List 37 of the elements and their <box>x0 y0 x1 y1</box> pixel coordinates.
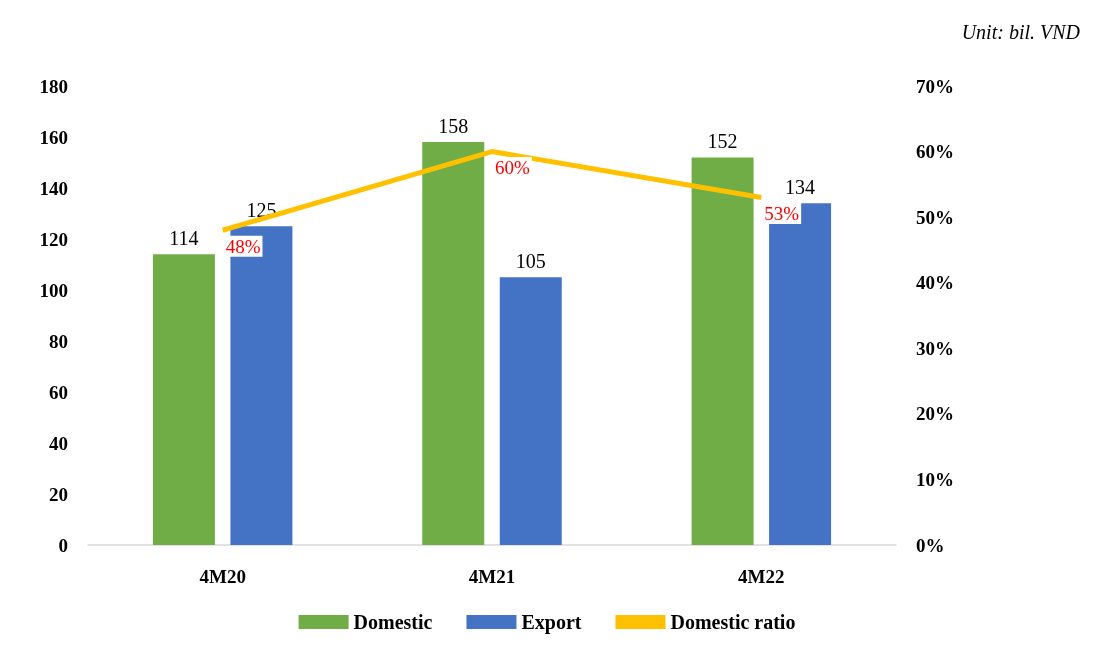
y2-tick-label: 10% <box>916 468 954 490</box>
data-label: 53% <box>764 202 800 224</box>
y-tick-label: 60 <box>49 381 68 403</box>
bar <box>499 277 562 545</box>
y-tick-label: 140 <box>39 177 68 199</box>
legend-label: Export <box>521 611 582 634</box>
y-tick-label: 20 <box>49 483 68 505</box>
bar <box>422 142 485 545</box>
legend-label: Domestic <box>353 611 433 633</box>
y2-tick-label: 30% <box>916 337 954 359</box>
y-tick-label: 0 <box>58 534 68 556</box>
y-tick-label: 100 <box>39 279 68 301</box>
data-label: 152 <box>707 130 738 153</box>
y-tick-label: 40 <box>49 432 68 454</box>
y2-tick-label: 40% <box>916 272 954 294</box>
y2-tick-label: 60% <box>916 141 954 163</box>
bar <box>691 157 754 545</box>
y-tick-label: 180 <box>39 75 68 97</box>
data-label: 48% <box>225 235 261 257</box>
x-tick-label: 4M22 <box>738 566 785 587</box>
legend-label: Domestic ratio <box>670 611 796 633</box>
y-tick-label: 80 <box>49 330 68 352</box>
y2-tick-label: 0% <box>916 534 945 556</box>
y2-tick-label: 70% <box>916 75 954 97</box>
data-label: 60% <box>495 157 530 179</box>
data-label: 134 <box>785 176 816 199</box>
data-label: 114 <box>169 227 199 250</box>
y-tick-label: 160 <box>39 126 68 148</box>
x-tick-label: 4M21 <box>468 566 516 587</box>
x-tick-label: 4M20 <box>199 566 246 587</box>
text: Unit: bil. VND <box>961 21 1081 43</box>
y2-tick-label: 20% <box>916 403 954 425</box>
y2-tick-label: 50% <box>916 206 954 228</box>
data-label: 105 <box>515 250 546 273</box>
y-tick-label: 120 <box>39 228 68 250</box>
bar <box>152 254 215 545</box>
data-label: 158 <box>438 115 469 138</box>
